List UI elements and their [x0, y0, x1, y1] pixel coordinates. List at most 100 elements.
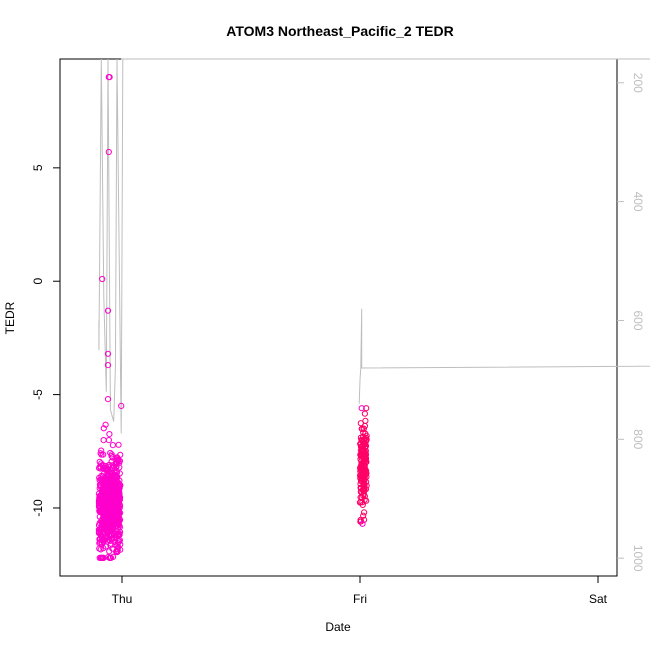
tedr-point: [358, 405, 365, 412]
tedr-point: [110, 532, 117, 539]
tedr-point: [360, 433, 367, 440]
tedr-point: [104, 396, 112, 403]
tedr-point: [109, 511, 116, 518]
tedr-point: [103, 475, 110, 482]
tedr-point: [102, 462, 109, 470]
tedr-point: [111, 538, 118, 545]
tedr-point: [363, 497, 370, 504]
tedr-point: [100, 437, 107, 444]
tedr-point: [106, 74, 113, 81]
x-tick-label: Fri: [353, 592, 367, 606]
tedr-point: [106, 554, 114, 561]
tedr-point: [99, 508, 106, 516]
tedr-point: [97, 500, 104, 507]
tedr-point: [98, 554, 105, 562]
tedr-point: [110, 473, 117, 480]
tedr-point: [361, 436, 368, 443]
tedr-point: [112, 497, 119, 504]
tedr-point: [102, 421, 109, 428]
tedr-point: [360, 512, 367, 519]
tedr-point: [97, 465, 104, 472]
y-axis-label: TEDR: [3, 301, 17, 334]
tedr-point: [363, 473, 370, 480]
x-tick-label: Thu: [112, 592, 133, 606]
tedr-point: [105, 536, 112, 543]
y-axis: -10 -5 0 5: [31, 164, 61, 517]
tedr-point: [100, 425, 107, 432]
tedr-point: [96, 554, 103, 562]
right-tick-label: 1000: [631, 545, 645, 572]
tedr-point: [104, 529, 111, 536]
right-tick-label: 400: [631, 192, 645, 212]
tedr-point: [106, 431, 113, 438]
plot-frame: [59, 58, 618, 577]
tedr-point: [99, 534, 106, 541]
depth-line-connector: [358, 308, 650, 404]
tedr-point: [99, 519, 106, 526]
tedr-point: [117, 509, 124, 517]
tedr-point: [363, 405, 370, 412]
tedr-point: [98, 518, 105, 525]
tedr-point: [360, 425, 367, 432]
tedr-point: [96, 545, 103, 552]
right-tick-label: 200: [631, 73, 645, 93]
tedr-point: [118, 402, 125, 409]
tedr-point: [106, 480, 113, 487]
tedr-point: [115, 456, 122, 463]
chart-title: ATOM3 Northeast_Pacific_2 TEDR: [226, 23, 453, 39]
tedr-point: [104, 350, 112, 357]
tedr-point: [114, 540, 122, 547]
tedr-point: [100, 554, 107, 562]
tedr-point: [361, 509, 368, 516]
tedr-point: [362, 465, 369, 473]
y-tick-label: -5: [31, 389, 45, 400]
x-axis-label: Date: [325, 620, 351, 634]
depth-line-main: [98, 58, 650, 434]
tedr-point-series: [95, 74, 370, 562]
tedr-point: [108, 453, 115, 460]
depth-line-series: [98, 58, 650, 434]
tedr-point: [103, 505, 110, 512]
tedr-point: [359, 499, 366, 506]
tedr-point: [103, 491, 110, 498]
right-tick-label: 600: [631, 310, 645, 330]
tedr-point: [105, 463, 112, 470]
tedr-point: [115, 441, 122, 448]
tedr-point: [98, 506, 106, 513]
tedr-point: [103, 501, 111, 508]
tedr-point: [107, 518, 114, 525]
tedr-point: [99, 275, 106, 283]
tedr-point: [102, 497, 109, 504]
tedr-point: [114, 504, 122, 511]
right-axis: 200 400 600 800 1000: [617, 73, 645, 572]
x-tick-label: Sat: [589, 592, 608, 606]
tedr-point: [360, 456, 367, 463]
y-tick-label: 0: [31, 278, 45, 285]
tedr-point: [359, 520, 366, 527]
tedr-point: [113, 474, 121, 481]
tedr-point: [116, 531, 123, 538]
tedr-point: [358, 477, 365, 484]
tedr-point: [114, 549, 121, 556]
tedr-point: [363, 436, 370, 443]
tedr-point: [361, 468, 368, 475]
tedr-point: [106, 548, 113, 555]
tedr-point: [358, 445, 365, 452]
tedr-point: [105, 437, 113, 444]
y-tick-label: -10: [31, 499, 45, 517]
tedr-point: [360, 490, 367, 497]
y-tick-label: 5: [31, 164, 45, 171]
tedr-point: [361, 516, 368, 523]
tedr-point: [105, 148, 112, 156]
tedr-point: [107, 449, 114, 457]
x-axis: Thu Fri Sat: [112, 575, 608, 606]
tedr-point: [112, 461, 119, 468]
tedr-point: [116, 524, 124, 531]
tedr-point: [112, 491, 119, 498]
tedr-point: [104, 307, 112, 314]
tedr-point: [111, 504, 118, 511]
tedr-point: [357, 420, 364, 427]
tedr-point: [104, 362, 112, 369]
tedr-point: [96, 497, 103, 504]
